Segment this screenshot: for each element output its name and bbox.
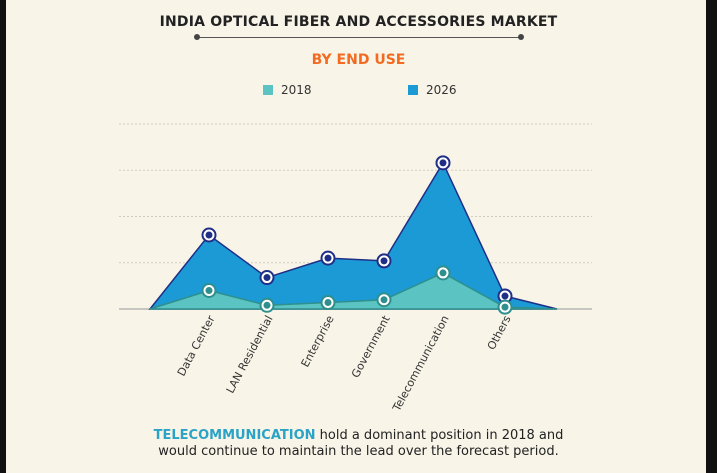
- legend-label-2026: 2026: [426, 83, 457, 97]
- x-tick-label: Telecommunication: [390, 313, 452, 414]
- data-point-inner-2026-3: [380, 257, 388, 265]
- footer-line-2: would continue to maintain the lead over…: [158, 444, 559, 459]
- footer-highlight: TELECOMMUNICATION: [153, 428, 316, 443]
- x-tick-label: Government: [349, 313, 393, 380]
- data-point-inner-2018-2: [324, 299, 332, 307]
- footer-line-1-text: hold a dominant position in 2018 and: [315, 428, 564, 443]
- data-point-inner-2026-1: [263, 274, 271, 282]
- footer-line-1: TELECOMMUNICATION hold a dominant positi…: [0, 428, 717, 444]
- chart-footer-note: TELECOMMUNICATION hold a dominant positi…: [0, 428, 717, 460]
- data-point-inner-2026-5: [501, 292, 509, 300]
- divider-dot-right: [518, 34, 524, 40]
- x-tick-label: Data Center: [175, 313, 218, 378]
- chart-panel: [6, 0, 706, 473]
- title-divider: [197, 37, 521, 38]
- legend-swatch-2018: [263, 85, 273, 95]
- data-point-inner-2018-0: [205, 287, 213, 294]
- legend-swatch-2026: [408, 85, 418, 95]
- data-point-inner-2026-2: [324, 254, 332, 262]
- divider-dot-left: [194, 34, 200, 40]
- x-tick-label: Enterprise: [299, 313, 337, 369]
- data-point-inner-2018-1: [263, 301, 271, 309]
- chart-subtitle: BY END USE: [311, 52, 406, 68]
- legend-item-2026: 2026: [408, 83, 457, 97]
- x-tick-label: LAN Residential: [224, 313, 276, 395]
- x-tick-label: Others: [485, 313, 514, 352]
- data-point-inner-2026-0: [205, 231, 213, 239]
- chart-title: INDIA OPTICAL FIBER AND ACCESSORIES MARK…: [159, 14, 558, 30]
- data-point-inner-2018-4: [439, 269, 447, 277]
- legend-item-2018: 2018: [263, 83, 312, 97]
- legend-label-2018: 2018: [281, 83, 312, 97]
- data-point-inner-2026-4: [439, 159, 447, 167]
- data-point-inner-2018-3: [380, 296, 388, 304]
- data-point-inner-2018-5: [501, 303, 509, 311]
